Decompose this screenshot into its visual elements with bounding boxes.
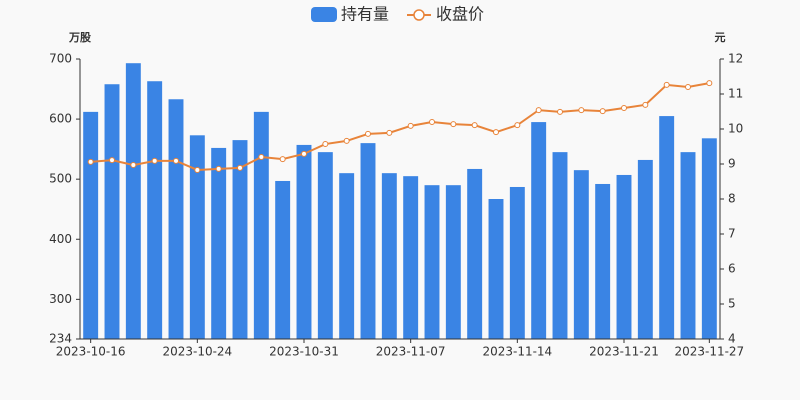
line-point bbox=[237, 164, 243, 171]
line-point bbox=[471, 122, 478, 129]
bar bbox=[445, 185, 461, 339]
line-point bbox=[621, 105, 627, 111]
bar bbox=[637, 159, 653, 339]
bar bbox=[467, 168, 483, 339]
x-tick-label: 2023-11-27 bbox=[674, 345, 744, 359]
bar bbox=[168, 99, 184, 339]
bar bbox=[189, 135, 205, 339]
line-point bbox=[279, 156, 286, 163]
y-tick-label: 500 bbox=[49, 172, 72, 186]
y-tick-label: 700 bbox=[49, 52, 72, 66]
y2-tick-label: 4 bbox=[728, 332, 736, 346]
line-point bbox=[87, 158, 94, 165]
y-tick-label: 400 bbox=[49, 232, 72, 246]
line-point bbox=[642, 101, 649, 108]
legend-label: 持有量 bbox=[341, 5, 389, 24]
bar bbox=[381, 173, 397, 339]
line-point bbox=[215, 165, 222, 172]
bar bbox=[595, 183, 611, 339]
y2-tick-label: 11 bbox=[728, 87, 743, 101]
bar bbox=[616, 174, 632, 339]
line-point bbox=[407, 122, 414, 129]
line-point bbox=[194, 166, 201, 173]
line-point bbox=[130, 162, 137, 169]
x-tick-label: 2023-10-31 bbox=[269, 345, 339, 359]
line-point bbox=[365, 130, 371, 137]
bar bbox=[83, 111, 99, 339]
y-tick-label: 234 bbox=[49, 332, 72, 346]
bar bbox=[552, 152, 568, 339]
bar bbox=[573, 170, 589, 339]
line-point bbox=[173, 157, 179, 164]
bar bbox=[680, 152, 696, 339]
legend-label: 收盘价 bbox=[436, 5, 484, 24]
bar bbox=[531, 122, 547, 340]
bar bbox=[701, 138, 717, 339]
y2-tick-label: 9 bbox=[728, 157, 736, 171]
line-point bbox=[685, 84, 691, 90]
line-point bbox=[258, 154, 265, 160]
legend-swatch bbox=[413, 9, 425, 21]
y2-tick-label: 7 bbox=[728, 227, 736, 241]
bar bbox=[275, 180, 291, 339]
y-tick-label: 300 bbox=[49, 292, 72, 306]
line-point bbox=[322, 141, 329, 148]
y2-tick-label: 8 bbox=[728, 192, 736, 206]
y2-tick-label: 6 bbox=[728, 262, 736, 276]
line-point bbox=[343, 137, 350, 144]
x-tick-label: 2023-11-21 bbox=[589, 345, 659, 359]
bar bbox=[403, 176, 419, 339]
bar bbox=[211, 147, 227, 339]
bar bbox=[296, 144, 312, 339]
line-point bbox=[514, 122, 521, 129]
bar bbox=[339, 173, 355, 339]
line-point bbox=[151, 157, 158, 164]
line-point bbox=[663, 81, 670, 88]
line-point bbox=[557, 108, 563, 115]
bar bbox=[104, 84, 120, 339]
bar bbox=[125, 63, 141, 340]
x-tick-label: 2023-10-24 bbox=[162, 345, 232, 359]
bar bbox=[147, 81, 163, 340]
bar bbox=[317, 152, 333, 339]
bar bbox=[509, 186, 525, 339]
y2-tick-label: 5 bbox=[728, 297, 736, 311]
y2-tick-label: 12 bbox=[728, 52, 743, 66]
line-point bbox=[429, 119, 435, 125]
line-point bbox=[706, 80, 713, 87]
line-point bbox=[493, 129, 499, 136]
bar bbox=[360, 143, 376, 339]
y2-tick-label: 10 bbox=[728, 122, 743, 136]
y-axis-label: 万股 bbox=[68, 31, 92, 44]
x-tick-label: 2023-11-07 bbox=[376, 345, 446, 359]
line-point bbox=[535, 107, 542, 114]
line-point bbox=[450, 121, 457, 128]
line-point bbox=[301, 150, 307, 157]
line-point bbox=[109, 157, 115, 164]
y-tick-label: 600 bbox=[49, 112, 72, 126]
bar bbox=[488, 199, 504, 339]
bar bbox=[659, 116, 675, 339]
bar bbox=[424, 185, 440, 339]
x-tick-label: 2023-10-16 bbox=[56, 345, 126, 359]
line bbox=[90, 82, 710, 171]
bar bbox=[232, 140, 248, 339]
bar bbox=[253, 111, 269, 339]
line-point bbox=[386, 129, 393, 136]
legend-swatch bbox=[311, 7, 337, 22]
line-point bbox=[599, 108, 606, 115]
line-point bbox=[578, 107, 585, 114]
x-tick-label: 2023-11-14 bbox=[482, 345, 552, 359]
y2-axis-label: 元 bbox=[715, 31, 726, 44]
